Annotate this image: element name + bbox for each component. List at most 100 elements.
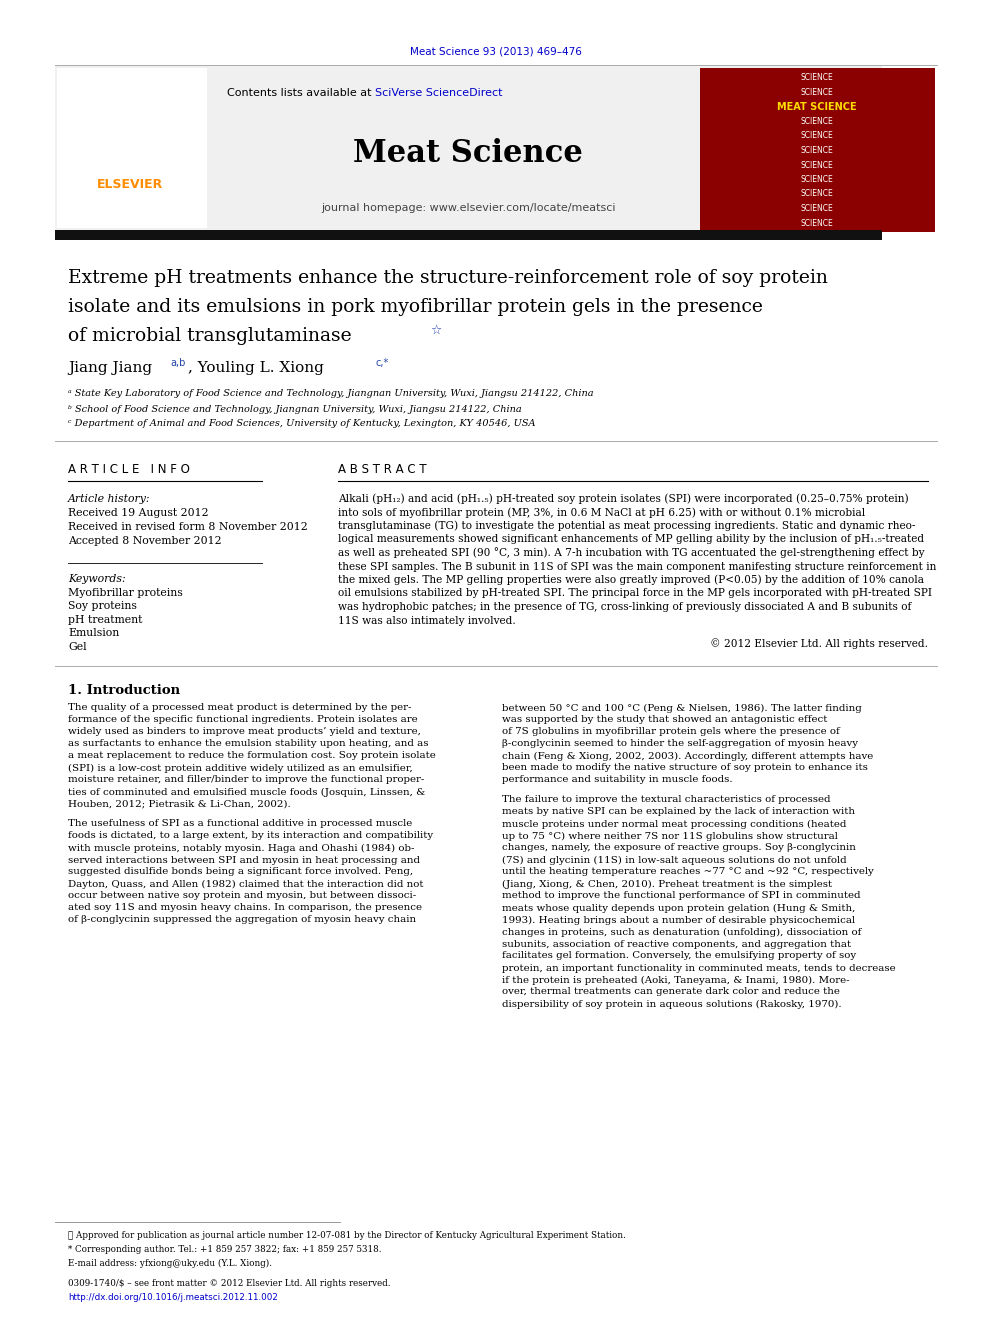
Text: ᵇ School of Food Science and Technology, Jiangnan University, Wuxi, Jiangsu 2141: ᵇ School of Food Science and Technology,… [68,405,522,414]
Text: Extreme pH treatments enhance the structure-reinforcement role of soy protein: Extreme pH treatments enhance the struct… [68,269,828,287]
Text: MEAT SCIENCE: MEAT SCIENCE [777,102,857,112]
Text: ties of comminuted and emulsified muscle foods (Josquin, Linssen, &: ties of comminuted and emulsified muscle… [68,787,426,796]
Text: changes, namely, the exposure of reactive groups. Soy β-conglycinin: changes, namely, the exposure of reactiv… [502,844,856,852]
Text: of microbial transglutaminase: of microbial transglutaminase [68,327,351,345]
Text: E-mail address: yfxiong@uky.edu (Y.L. Xiong).: E-mail address: yfxiong@uky.edu (Y.L. Xi… [68,1258,272,1267]
Text: between 50 °C and 100 °C (Peng & Nielsen, 1986). The latter finding: between 50 °C and 100 °C (Peng & Nielsen… [502,704,862,713]
Text: A R T I C L E   I N F O: A R T I C L E I N F O [68,463,189,476]
Text: meats whose quality depends upon protein gelation (Hung & Smith,: meats whose quality depends upon protein… [502,904,855,913]
Text: Contents lists available at: Contents lists available at [227,89,375,98]
Text: (7S) and glycinin (11S) in low-salt aqueous solutions do not unfold: (7S) and glycinin (11S) in low-salt aque… [502,856,846,864]
Text: β-conglycinin seemed to hinder the self-aggregation of myosin heavy: β-conglycinin seemed to hinder the self-… [502,740,858,749]
Text: Myofibrillar proteins: Myofibrillar proteins [68,587,183,598]
Text: SciVerse ScienceDirect: SciVerse ScienceDirect [375,89,503,98]
Text: with muscle proteins, notably myosin. Haga and Ohashi (1984) ob-: with muscle proteins, notably myosin. Ha… [68,844,415,852]
Text: 1993). Heating brings about a number of desirable physicochemical: 1993). Heating brings about a number of … [502,916,855,925]
Text: was hydrophobic patches; in the presence of TG, cross-linking of previously diss: was hydrophobic patches; in the presence… [338,602,912,613]
Text: Houben, 2012; Pietrasik & Li-Chan, 2002).: Houben, 2012; Pietrasik & Li-Chan, 2002)… [68,799,291,808]
Text: formance of the specific functional ingredients. Protein isolates are: formance of the specific functional ingr… [68,716,418,725]
Text: up to 75 °C) where neither 7S nor 11S globulins show structural: up to 75 °C) where neither 7S nor 11S gl… [502,831,838,840]
Text: Article history:: Article history: [68,493,151,504]
Text: Meat Science: Meat Science [353,138,583,168]
Text: meats by native SPI can be explained by the lack of interaction with: meats by native SPI can be explained by … [502,807,855,816]
Text: protein, an important functionality in comminuted meats, tends to decrease: protein, an important functionality in c… [502,963,896,972]
Text: SCIENCE: SCIENCE [801,146,833,155]
Text: was supported by the study that showed an antagonistic effect: was supported by the study that showed a… [502,716,827,725]
Text: Received 19 August 2012: Received 19 August 2012 [68,508,208,519]
Text: changes in proteins, such as denaturation (unfolding), dissociation of: changes in proteins, such as denaturatio… [502,927,861,937]
Text: Soy proteins: Soy proteins [68,602,137,611]
Text: widely used as binders to improve meat products’ yield and texture,: widely used as binders to improve meat p… [68,728,421,737]
Bar [55,66,882,232]
Text: The failure to improve the textural characteristics of processed: The failure to improve the textural char… [502,795,830,804]
Text: performance and suitability in muscle foods.: performance and suitability in muscle fo… [502,775,733,785]
Text: SCIENCE: SCIENCE [801,189,833,198]
Text: chain (Feng & Xiong, 2002, 2003). Accordingly, different attempts have: chain (Feng & Xiong, 2002, 2003). Accord… [502,751,873,761]
Text: SCIENCE: SCIENCE [801,204,833,213]
Text: of β-conglycinin suppressed the aggregation of myosin heavy chain: of β-conglycinin suppressed the aggregat… [68,916,416,925]
Text: c,*: c,* [375,359,388,368]
Text: a,b: a,b [170,359,186,368]
Text: served interactions between SPI and myosin in heat processing and: served interactions between SPI and myos… [68,856,420,864]
Text: ᶜ Department of Animal and Food Sciences, University of Kentucky, Lexington, KY : ᶜ Department of Animal and Food Sciences… [68,419,536,429]
Text: The usefulness of SPI as a functional additive in processed muscle: The usefulness of SPI as a functional ad… [68,819,413,828]
Text: muscle proteins under normal meat processing conditions (heated: muscle proteins under normal meat proces… [502,819,846,828]
Text: Jiang Jiang: Jiang Jiang [68,361,152,374]
Text: transglutaminase (TG) to investigate the potential as meat processing ingredient: transglutaminase (TG) to investigate the… [338,521,916,532]
Text: 1. Introduction: 1. Introduction [68,684,181,696]
Text: facilitates gel formation. Conversely, the emulsifying property of soy: facilitates gel formation. Conversely, t… [502,951,856,960]
Text: the mixed gels. The MP gelling properties were also greatly improved (P<0.05) by: the mixed gels. The MP gelling propertie… [338,574,924,585]
Text: these SPI samples. The B subunit in 11S of SPI was the main component manifestin: these SPI samples. The B subunit in 11S … [338,561,936,572]
Text: ᵃ State Key Laboratory of Food Science and Technology, Jiangnan University, Wuxi: ᵃ State Key Laboratory of Food Science a… [68,389,593,398]
Text: journal homepage: www.elsevier.com/locate/meatsci: journal homepage: www.elsevier.com/locat… [320,202,615,213]
Text: as surfactants to enhance the emulsion stability upon heating, and as: as surfactants to enhance the emulsion s… [68,740,429,749]
Text: of 7S globulins in myofibrillar protein gels where the presence of: of 7S globulins in myofibrillar protein … [502,728,840,737]
Text: into sols of myofibrillar protein (MP, 3%, in 0.6 M NaCl at pH 6.25) with or wit: into sols of myofibrillar protein (MP, 3… [338,507,865,517]
Text: pH treatment: pH treatment [68,615,143,624]
Text: as well as preheated SPI (90 °C, 3 min). A 7-h incubation with TG accentuated th: as well as preheated SPI (90 °C, 3 min).… [338,548,925,558]
Text: SCIENCE: SCIENCE [801,131,833,140]
Text: * Corresponding author. Tel.: +1 859 257 3822; fax: +1 859 257 5318.: * Corresponding author. Tel.: +1 859 257… [68,1245,382,1253]
Text: ated soy 11S and myosin heavy chains. In comparison, the presence: ated soy 11S and myosin heavy chains. In… [68,904,422,913]
Text: dispersibility of soy protein in aqueous solutions (Rakosky, 1970).: dispersibility of soy protein in aqueous… [502,999,841,1008]
Text: occur between native soy protein and myosin, but between dissoci-: occur between native soy protein and myo… [68,892,417,901]
Text: suggested disulfide bonds being a significant force involved. Peng,: suggested disulfide bonds being a signif… [68,868,413,877]
Text: SCIENCE: SCIENCE [801,160,833,169]
Text: , Youling L. Xiong: , Youling L. Xiong [188,361,323,374]
Text: SCIENCE: SCIENCE [801,74,833,82]
Text: been made to modify the native structure of soy protein to enhance its: been made to modify the native structure… [502,763,868,773]
Text: ELSEVIER: ELSEVIER [97,179,163,192]
Text: foods is dictated, to a large extent, by its interaction and compatibility: foods is dictated, to a large extent, by… [68,831,434,840]
Text: Received in revised form 8 November 2012: Received in revised form 8 November 2012 [68,523,308,532]
Text: ☆ Approved for publication as journal article number 12-07-081 by the Director o: ☆ Approved for publication as journal ar… [68,1230,626,1240]
Bar [700,67,935,232]
Bar [57,67,207,228]
Bar [55,230,882,239]
Text: The quality of a processed meat product is determined by the per-: The quality of a processed meat product … [68,704,412,713]
Text: subunits, association of reactive components, and aggregation that: subunits, association of reactive compon… [502,939,851,949]
Text: http://dx.doi.org/10.1016/j.meatsci.2012.11.002: http://dx.doi.org/10.1016/j.meatsci.2012… [68,1293,278,1302]
Text: SCIENCE: SCIENCE [801,116,833,126]
Text: © 2012 Elsevier Ltd. All rights reserved.: © 2012 Elsevier Ltd. All rights reserved… [710,639,928,650]
Text: isolate and its emulsions in pork myofibrillar protein gels in the presence: isolate and its emulsions in pork myofib… [68,298,763,316]
Text: method to improve the functional performance of SPI in comminuted: method to improve the functional perform… [502,892,860,901]
Text: until the heating temperature reaches ~77 °C and ~92 °C, respectively: until the heating temperature reaches ~7… [502,868,874,877]
Text: moisture retainer, and filler/binder to improve the functional proper-: moisture retainer, and filler/binder to … [68,775,425,785]
Text: A B S T R A C T: A B S T R A C T [338,463,427,476]
Text: if the protein is preheated (Aoki, Taneyama, & Inami, 1980). More-: if the protein is preheated (Aoki, Taney… [502,975,849,984]
Text: Dayton, Quass, and Allen (1982) claimed that the interaction did not: Dayton, Quass, and Allen (1982) claimed … [68,880,424,889]
Text: 11S was also intimately involved.: 11S was also intimately involved. [338,615,516,626]
Text: SCIENCE: SCIENCE [801,89,833,97]
Text: (Jiang, Xiong, & Chen, 2010). Preheat treatment is the simplest: (Jiang, Xiong, & Chen, 2010). Preheat tr… [502,880,832,889]
Text: Gel: Gel [68,642,86,652]
Text: Emulsion: Emulsion [68,628,119,639]
Text: SCIENCE: SCIENCE [801,175,833,184]
Text: (SPI) is a low-cost protein additive widely utilized as an emulsifier,: (SPI) is a low-cost protein additive wid… [68,763,413,773]
Text: ☆: ☆ [430,324,441,336]
Text: SCIENCE: SCIENCE [801,218,833,228]
Text: oil emulsions stabilized by pH-treated SPI. The principal force in the MP gels i: oil emulsions stabilized by pH-treated S… [338,589,932,598]
Text: Accepted 8 November 2012: Accepted 8 November 2012 [68,536,221,546]
Text: a meat replacement to reduce the formulation cost. Soy protein isolate: a meat replacement to reduce the formula… [68,751,435,761]
Text: 0309-1740/$ – see front matter © 2012 Elsevier Ltd. All rights reserved.: 0309-1740/$ – see front matter © 2012 El… [68,1278,391,1287]
Text: Keywords:: Keywords: [68,574,126,583]
